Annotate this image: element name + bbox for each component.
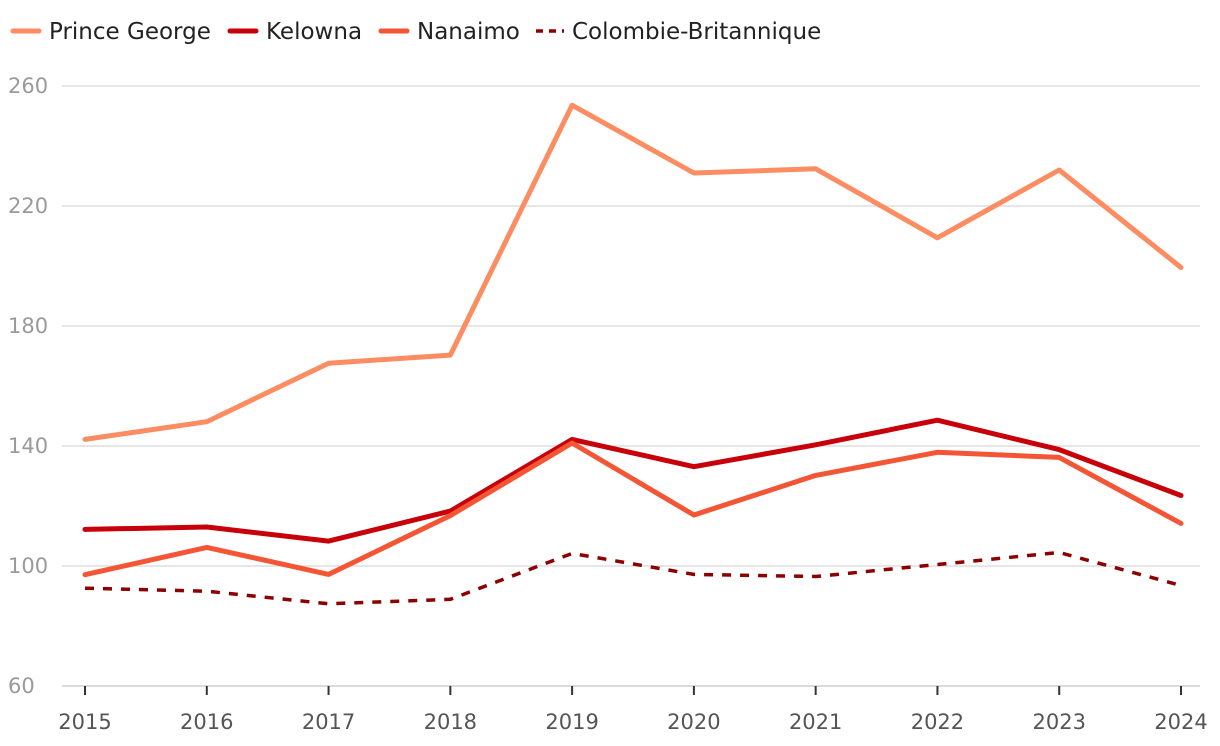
x-tick-label: 2023 <box>1032 710 1085 734</box>
x-axis: 2015 2016 2017 2018 2019 2020 2021 2022 2023 2024 <box>58 685 1208 734</box>
y-tick-label: 140 <box>8 434 48 458</box>
x-tick-label: 2022 <box>911 710 964 734</box>
x-tick-label: 2015 <box>58 710 111 734</box>
x-tick-label: 2019 <box>545 710 598 734</box>
y-tick-label: 60 <box>8 674 35 698</box>
y-tick-label: 220 <box>8 194 48 218</box>
y-tick-label: 260 <box>8 74 48 98</box>
legend-label: Kelowna <box>266 19 362 45</box>
series-line-nanaimo <box>82 440 1184 578</box>
legend-label: Prince George <box>49 19 211 45</box>
x-tick-label: 2021 <box>789 710 842 734</box>
x-tick-label: 2020 <box>667 710 720 734</box>
x-tick-label: 2017 <box>302 710 355 734</box>
y-tick-label: 100 <box>8 554 48 578</box>
legend-item: Kelowna <box>227 19 362 45</box>
y-tick-label: 180 <box>8 314 48 338</box>
legend-item: Colombie-Britannique <box>536 19 821 45</box>
legend-label: Nanaimo <box>417 19 520 45</box>
x-tick-label: 2016 <box>180 710 233 734</box>
y-axis-ticks: 60 100 140 180 220 260 <box>8 74 48 698</box>
x-tick-label: 2018 <box>424 710 477 734</box>
series-line-prince-george <box>82 102 1184 442</box>
y-gridlines <box>62 85 1200 567</box>
x-tick-label: 2024 <box>1154 710 1207 734</box>
legend-label: Colombie-Britannique <box>572 19 821 45</box>
series-line-colombie-britannique <box>84 550 1182 606</box>
series-line-kelowna <box>82 417 1184 544</box>
legend: Prince George Kelowna Nanaimo Colombie-Brit… <box>10 19 821 45</box>
legend-item: Nanaimo <box>378 19 520 45</box>
legend-item: Prince George <box>10 19 211 45</box>
series-lines <box>82 102 1184 606</box>
